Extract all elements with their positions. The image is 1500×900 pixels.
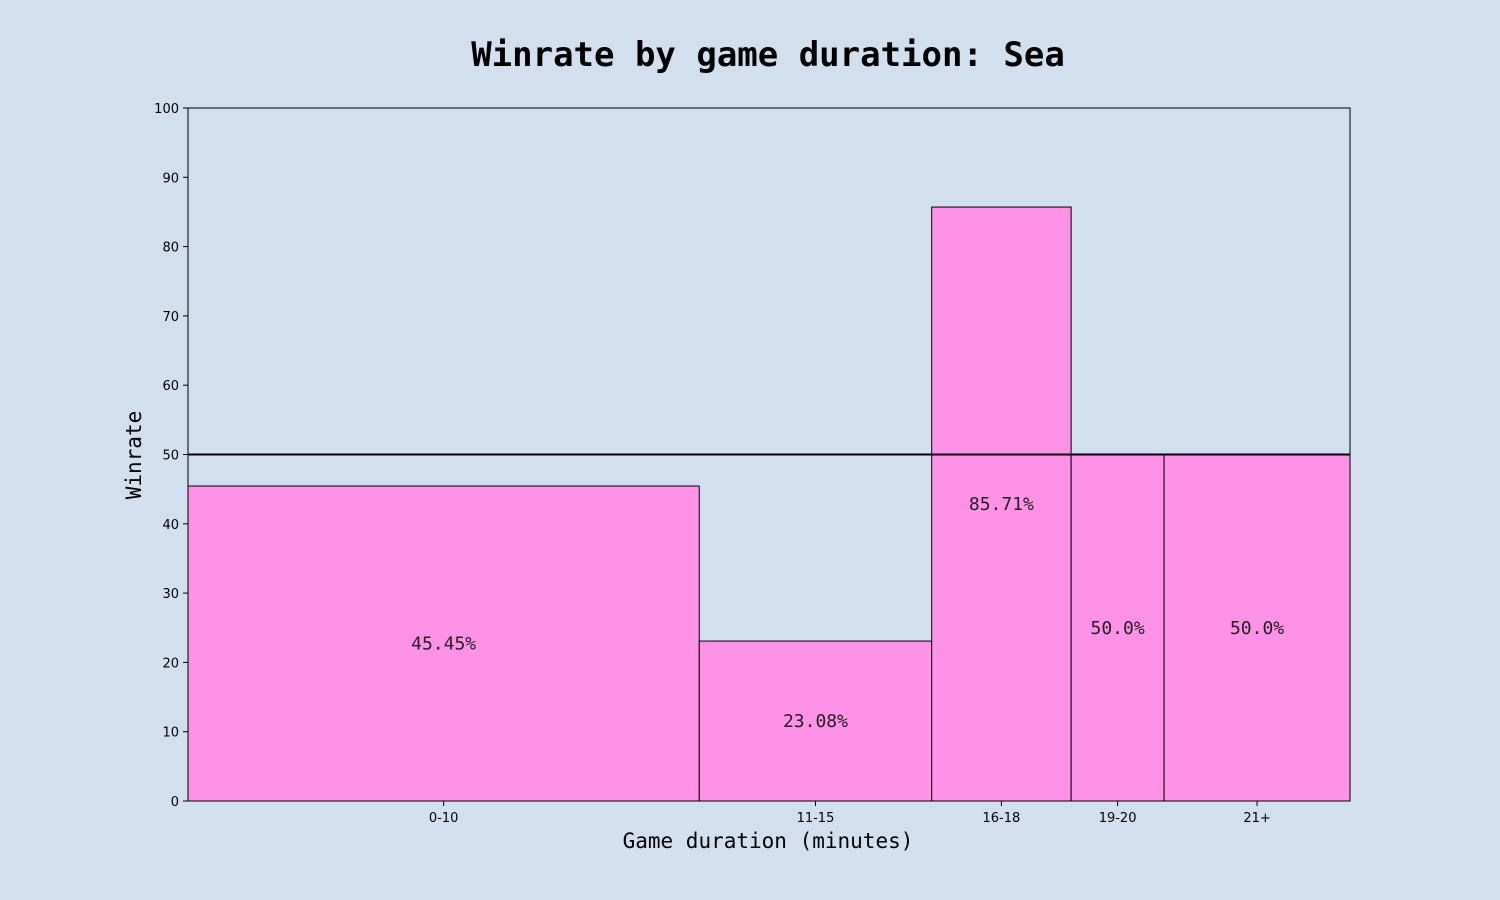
x-tick-label-21+: 21+ xyxy=(1243,811,1270,826)
y-tick-label-50: 50 xyxy=(162,449,179,464)
bar-value-label-0-10: 45.45% xyxy=(411,634,476,655)
plot-frame xyxy=(187,107,1351,802)
y-tick-label-40: 40 xyxy=(162,518,179,533)
bar-16-18 xyxy=(931,206,1072,802)
y-tick-label-100: 100 xyxy=(154,102,179,117)
y-tick-label-90: 90 xyxy=(162,171,179,186)
x-tick-label-0-10: 0-10 xyxy=(429,811,459,826)
bar-value-label-21+: 50.0% xyxy=(1230,618,1284,639)
y-axis-label: Winrate xyxy=(122,411,146,500)
bar-value-labels: 45.45% 23.08% 85.71% 50.0% 50.0% xyxy=(411,494,1284,732)
y-tick-label-80: 80 xyxy=(162,241,179,256)
bar-21+ xyxy=(1163,454,1351,802)
bar-11-15 xyxy=(698,640,933,802)
bar-19-20 xyxy=(1070,454,1165,802)
bar-value-label-16-18: 85.71% xyxy=(969,494,1034,515)
x-tick-label-16-18: 16-18 xyxy=(983,811,1021,826)
x-axis-label: Game duration (minutes) xyxy=(623,829,914,853)
bars-group xyxy=(187,206,1351,802)
bar-0-10 xyxy=(187,485,700,802)
bar-value-label-19-20: 50.0% xyxy=(1091,618,1145,639)
y-tick-label-70: 70 xyxy=(162,310,179,325)
x-tick-label-11-15: 11-15 xyxy=(797,811,835,826)
y-tick-label-10: 10 xyxy=(162,726,179,741)
y-tick-label-0: 0 xyxy=(171,795,179,810)
x-tick-label-19-20: 19-20 xyxy=(1099,811,1137,826)
y-axis: 0 10 20 30 40 50 60 70 80 90 100 xyxy=(154,102,188,810)
y-tick-label-20: 20 xyxy=(162,656,179,671)
chart-title: Winrate by game duration: Sea xyxy=(471,35,1065,75)
bar-value-label-11-15: 23.08% xyxy=(783,711,848,732)
x-axis: 0-10 11-15 16-18 19-20 21+ xyxy=(429,801,1271,826)
y-tick-label-60: 60 xyxy=(162,379,179,394)
y-tick-label-30: 30 xyxy=(162,587,179,602)
